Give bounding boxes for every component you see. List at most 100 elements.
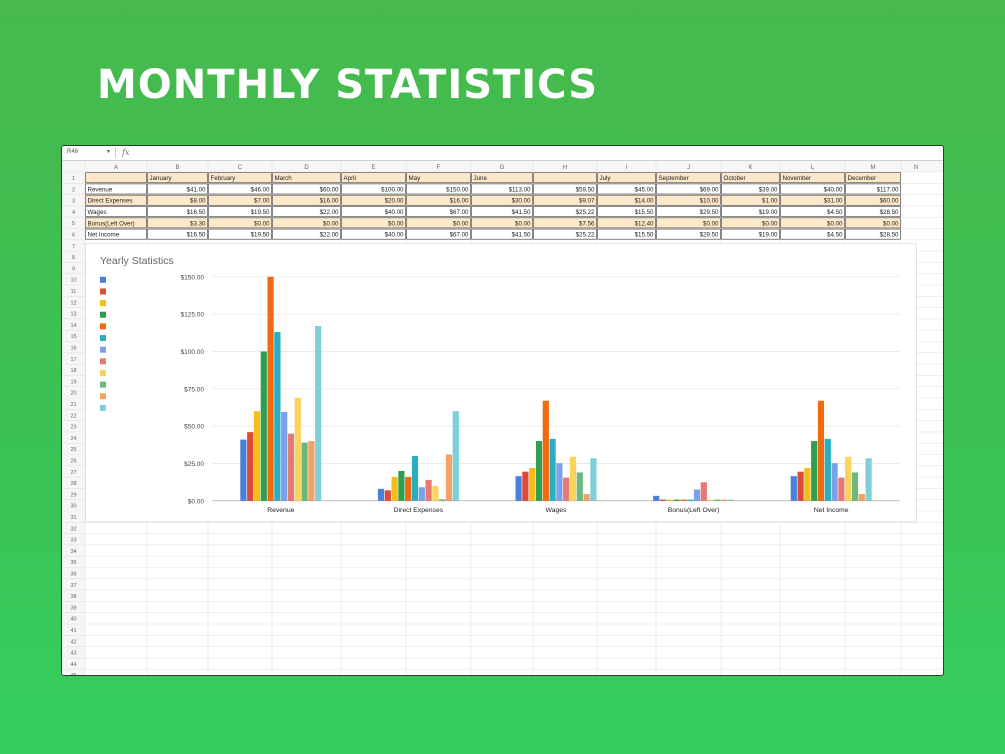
chart-bar[interactable] <box>405 476 412 501</box>
chart-bar[interactable] <box>700 482 707 501</box>
row-header-24[interactable]: 24 <box>70 436 76 442</box>
row-header-3[interactable]: 3 <box>72 199 75 205</box>
row-header-34[interactable]: 34 <box>70 549 76 555</box>
table-cell[interactable] <box>845 183 901 195</box>
chart-bar[interactable] <box>817 400 825 501</box>
table-cell[interactable] <box>656 183 721 195</box>
chart-bar[interactable] <box>308 441 315 501</box>
table-cell[interactable] <box>533 183 597 195</box>
row-header-45[interactable]: 45 <box>70 673 76 675</box>
row-header-37[interactable]: 37 <box>70 583 76 589</box>
column-header-b[interactable]: B <box>175 165 179 171</box>
table-cell[interactable] <box>406 172 471 184</box>
row-header-38[interactable]: 38 <box>70 594 76 600</box>
column-header-d[interactable]: D <box>304 165 309 171</box>
chart-bar[interactable] <box>425 479 432 501</box>
table-cell[interactable] <box>406 228 471 240</box>
row-header-36[interactable]: 36 <box>70 572 76 578</box>
row-header-27[interactable]: 27 <box>70 470 76 476</box>
table-cell[interactable] <box>780 206 845 217</box>
column-header-g[interactable]: G <box>500 165 505 171</box>
table-cell[interactable] <box>780 172 845 184</box>
column-header-c[interactable]: C <box>238 165 243 171</box>
table-cell[interactable] <box>208 194 272 206</box>
chart-bar[interactable] <box>267 276 274 501</box>
table-cell[interactable] <box>533 228 597 240</box>
legend-swatch[interactable] <box>100 311 106 318</box>
table-cell[interactable] <box>147 206 208 217</box>
legend-swatch[interactable] <box>100 335 106 342</box>
row-header-5[interactable]: 5 <box>72 221 75 227</box>
table-cell[interactable] <box>721 217 780 229</box>
row-header-2[interactable]: 2 <box>72 187 75 193</box>
table-cell[interactable] <box>147 217 208 229</box>
table-cell[interactable] <box>341 217 406 229</box>
table-cell[interactable] <box>721 172 780 184</box>
table-cell[interactable] <box>471 194 533 206</box>
row-header-6[interactable]: 6 <box>72 233 75 239</box>
chart-bar[interactable] <box>721 499 728 501</box>
chart-bar[interactable] <box>253 411 261 501</box>
chart-bar[interactable] <box>569 456 577 501</box>
table-cell[interactable] <box>406 194 471 206</box>
legend-swatch[interactable] <box>100 346 106 353</box>
chart-bar[interactable] <box>865 458 872 501</box>
table-cell[interactable] <box>85 217 147 229</box>
chart-bar[interactable] <box>687 499 694 501</box>
chart-bar[interactable] <box>418 487 425 501</box>
table-cell[interactable] <box>406 217 471 229</box>
chart-bar[interactable] <box>432 485 439 501</box>
chart-bar[interactable] <box>680 499 687 501</box>
row-header-31[interactable]: 31 <box>70 515 76 521</box>
chart-bar[interactable] <box>804 467 811 501</box>
table-cell[interactable] <box>272 183 341 195</box>
column-header-m[interactable]: M <box>871 165 876 171</box>
chart-bar[interactable] <box>556 463 563 501</box>
chart-bar[interactable] <box>851 472 859 501</box>
chart-bar[interactable] <box>714 499 721 501</box>
table-cell[interactable] <box>656 228 721 240</box>
table-cell[interactable] <box>656 206 721 217</box>
row-header-20[interactable]: 20 <box>70 391 76 397</box>
chart-bar[interactable] <box>315 326 322 501</box>
chart-bar[interactable] <box>824 438 831 501</box>
row-header-41[interactable]: 41 <box>70 628 76 634</box>
chart-bar[interactable] <box>515 476 522 501</box>
table-cell[interactable] <box>597 217 656 229</box>
chart-bar[interactable] <box>411 456 419 501</box>
chart-bar[interactable] <box>301 442 308 501</box>
legend-swatch[interactable] <box>100 323 106 330</box>
table-cell[interactable] <box>597 206 656 217</box>
table-cell[interactable] <box>341 206 406 217</box>
legend-swatch[interactable] <box>100 300 106 307</box>
chart-bar[interactable] <box>281 411 288 501</box>
chart-area[interactable] <box>85 243 917 523</box>
table-cell[interactable] <box>597 194 656 206</box>
name-box[interactable]: R46 <box>67 149 79 155</box>
chart-bar[interactable] <box>659 499 667 501</box>
chart-bar[interactable] <box>247 432 254 501</box>
row-header-28[interactable]: 28 <box>70 481 76 487</box>
chart-bar[interactable] <box>398 470 405 501</box>
column-header-k[interactable]: K <box>748 165 752 171</box>
chart-bar[interactable] <box>590 458 597 501</box>
table-cell[interactable] <box>85 228 147 240</box>
table-cell[interactable] <box>471 183 533 195</box>
row-header-7[interactable]: 7 <box>72 244 75 250</box>
table-cell[interactable] <box>208 206 272 217</box>
chart-bar[interactable] <box>260 351 267 501</box>
legend-swatch[interactable] <box>100 358 106 365</box>
table-cell[interactable] <box>721 228 780 240</box>
column-header-j[interactable]: J <box>687 165 690 171</box>
table-cell[interactable] <box>721 206 780 217</box>
table-cell[interactable] <box>533 217 597 229</box>
chart-bar[interactable] <box>287 433 295 501</box>
row-header-4[interactable]: 4 <box>72 210 75 216</box>
legend-swatch[interactable] <box>100 404 106 411</box>
column-header-h[interactable]: H <box>563 165 567 171</box>
table-cell[interactable] <box>533 194 597 206</box>
chevron-down-icon[interactable]: ▼ <box>106 149 111 155</box>
table-cell[interactable] <box>597 228 656 240</box>
legend-swatch[interactable] <box>100 393 106 400</box>
legend-swatch[interactable] <box>100 276 106 283</box>
